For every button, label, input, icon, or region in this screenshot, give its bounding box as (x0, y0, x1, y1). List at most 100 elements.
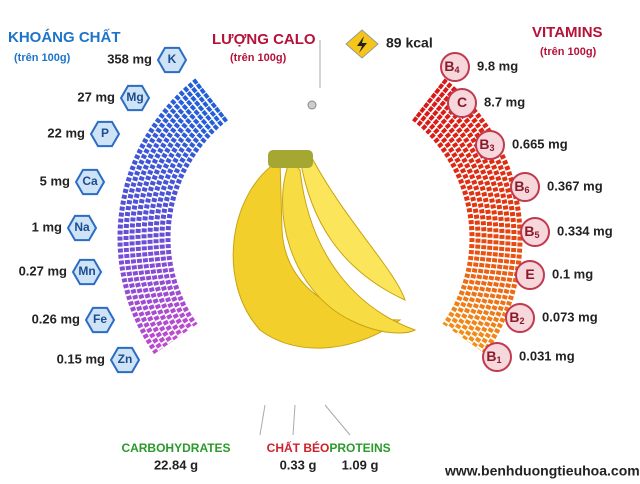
mineral-badge (71, 258, 103, 286)
mineral-amount: 0.27 mg (19, 263, 67, 278)
vitamin-sub: 6 (525, 185, 530, 195)
macro-amount: 22.84 g (154, 457, 198, 472)
banana-shape (282, 159, 417, 334)
mineral-badge (119, 84, 151, 112)
vitamin-sub: 3 (490, 143, 495, 153)
vitamin-amount: 0.367 mg (547, 178, 603, 193)
vitamin-symbol: B1 (486, 348, 501, 366)
mineral-symbol: Ca (82, 174, 98, 188)
vitamin-amount: 0.334 mg (557, 223, 613, 238)
vitamin-badge (515, 260, 545, 290)
mineral-amount: 5 mg (40, 173, 70, 188)
vitamin-letter: B (444, 58, 454, 74)
mineral-symbol: Mg (126, 90, 143, 104)
vitamin-badge (505, 303, 535, 333)
macro-amount: 1.09 g (342, 457, 379, 472)
vitamin-amount: 0.031 mg (519, 348, 575, 363)
vitamin-band (426, 97, 499, 341)
mineral-symbol: Fe (93, 312, 107, 326)
mineral-band (147, 102, 217, 337)
mineral-badge (66, 214, 98, 242)
banana-shape (232, 159, 402, 349)
vitamin-amount: 0.665 mg (512, 136, 568, 151)
vitamin-sub: 4 (455, 65, 460, 75)
vitamins-sub: (trên 100g) (540, 46, 597, 58)
macro-name: CHẤT BÉO (267, 440, 330, 455)
vitamin-letter: B (479, 136, 489, 152)
vitamin-symbol: B4 (444, 58, 459, 76)
mineral-badge (156, 46, 188, 74)
vitamin-amount: 9.8 mg (477, 58, 518, 73)
vitamin-letter: E (525, 266, 534, 282)
mineral-band (159, 111, 225, 331)
vitamin-sub: 1 (497, 355, 502, 365)
vitamin-band (430, 92, 505, 344)
vitamin-amount: 0.1 mg (552, 266, 593, 281)
banana-stem (268, 150, 313, 168)
vitamin-symbol: B2 (509, 309, 524, 327)
vitamin-sub: 2 (520, 316, 525, 326)
vitamin-symbol: B6 (514, 178, 529, 196)
mineral-badge (89, 120, 121, 148)
vitamins-title: VITAMINS (532, 24, 603, 41)
vitamin-letter: C (457, 94, 467, 110)
mineral-band (135, 92, 210, 344)
vitamin-band (415, 111, 481, 331)
calo-value: 89 kcal (386, 35, 433, 51)
vitamin-band (437, 83, 517, 351)
vitamin-badge (475, 130, 505, 160)
mineral-badge (74, 168, 106, 196)
mineral-band (141, 97, 214, 341)
vitamin-amount: 0.073 mg (542, 309, 598, 324)
vitamin-symbol: C (457, 94, 467, 110)
vitamin-band (412, 116, 475, 327)
mineral-badge (109, 346, 141, 374)
mineral-amount: 1 mg (32, 219, 62, 234)
pointer-dot (307, 100, 317, 110)
mineral-amount: 27 mg (77, 89, 115, 104)
mineral-badge (84, 306, 116, 334)
calo-sub: (trên 100g) (230, 52, 287, 64)
vitamin-badge (440, 52, 470, 82)
vitamin-letter: B (514, 178, 524, 194)
vitamin-badge (510, 172, 540, 202)
website: www.benhduongtieuhoa.com (444, 463, 640, 479)
mineral-amount: 0.26 mg (32, 311, 80, 326)
vitamin-letter: B (509, 309, 519, 325)
mineral-amount: 0.15 mg (57, 351, 105, 366)
vitamin-badge (482, 342, 512, 372)
macro-amount: 0.33 g (280, 457, 317, 472)
mineral-band (123, 83, 203, 351)
vitamin-band (423, 102, 493, 337)
calo-title: LƯỢNG CALO (212, 31, 316, 48)
vitamin-band (419, 106, 487, 334)
mineral-symbol: Zn (118, 352, 133, 366)
mineral-symbol: Mn (78, 264, 95, 278)
vitamin-sub: 5 (535, 230, 540, 240)
mineral-amount: 22 mg (47, 125, 85, 140)
vitamin-symbol: B3 (479, 136, 494, 154)
macro-pointer (292, 404, 296, 436)
vitamin-letter: B (524, 223, 534, 239)
vitamin-letter: B (486, 348, 496, 364)
mineral-band (117, 78, 199, 355)
mineral-symbol: Na (74, 220, 90, 234)
mineral-amount: 358 mg (107, 51, 152, 66)
vitamin-amount: 8.7 mg (484, 94, 525, 109)
macro-name: PROTEINS (329, 441, 390, 455)
mineral-band (165, 116, 228, 327)
banana-shape (299, 157, 406, 301)
macro-pointer (324, 404, 351, 436)
macro-name: CARBOHYDRATES (121, 441, 230, 455)
macro-pointer (259, 404, 266, 436)
vitamin-badge (520, 217, 550, 247)
vitamin-symbol: E (525, 266, 534, 282)
rows: K 358 mg Mg 27 mg P 22 mg Ca 5 mg Na 1 mg Mn 0.27 m… (19, 46, 613, 472)
vitamin-badge (447, 88, 477, 118)
minerals-sub: (trên 100g) (14, 52, 71, 64)
banana (232, 150, 417, 349)
vitamin-symbol: B5 (524, 223, 539, 241)
energy-bolt (357, 36, 367, 53)
mineral-band (153, 106, 221, 334)
